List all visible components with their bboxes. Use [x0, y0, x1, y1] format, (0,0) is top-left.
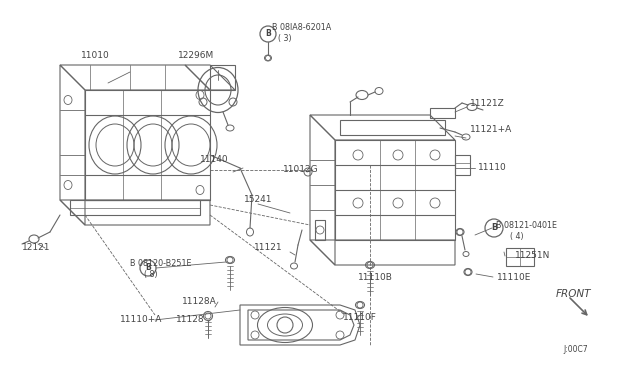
Text: FRONT: FRONT	[556, 289, 591, 299]
Text: B 08121-0401E: B 08121-0401E	[496, 221, 557, 230]
Text: B: B	[145, 263, 151, 273]
Text: 11121Z: 11121Z	[470, 99, 505, 108]
Text: ( 3): ( 3)	[278, 33, 292, 42]
Text: 11128A: 11128A	[182, 298, 217, 307]
Text: ( 8): ( 8)	[144, 269, 157, 279]
Text: 11110+A: 11110+A	[120, 315, 163, 324]
Text: 11010: 11010	[81, 51, 109, 60]
Text: 15241: 15241	[244, 196, 273, 205]
Text: B 08120-B251E: B 08120-B251E	[130, 259, 191, 267]
Text: 11121: 11121	[253, 244, 282, 253]
Text: 11110: 11110	[478, 164, 507, 173]
Text: 12121: 12121	[22, 244, 51, 253]
Text: B: B	[491, 224, 497, 232]
Text: 12296M: 12296M	[178, 51, 214, 60]
Bar	[506, 248, 534, 266]
Text: 11128: 11128	[176, 315, 205, 324]
Text: 11121+A: 11121+A	[470, 125, 512, 135]
Text: 11110B: 11110B	[358, 273, 392, 282]
Text: 11140: 11140	[200, 155, 228, 164]
Text: 11110F: 11110F	[343, 314, 377, 323]
Text: B: B	[265, 29, 271, 38]
Text: B 08IA8-6201A: B 08IA8-6201A	[272, 23, 332, 32]
Text: J:00C7: J:00C7	[563, 346, 588, 355]
Text: 11012G: 11012G	[283, 166, 319, 174]
Text: 11110E: 11110E	[497, 273, 531, 282]
Text: ( 4): ( 4)	[510, 231, 524, 241]
Text: 11251N: 11251N	[515, 251, 550, 260]
